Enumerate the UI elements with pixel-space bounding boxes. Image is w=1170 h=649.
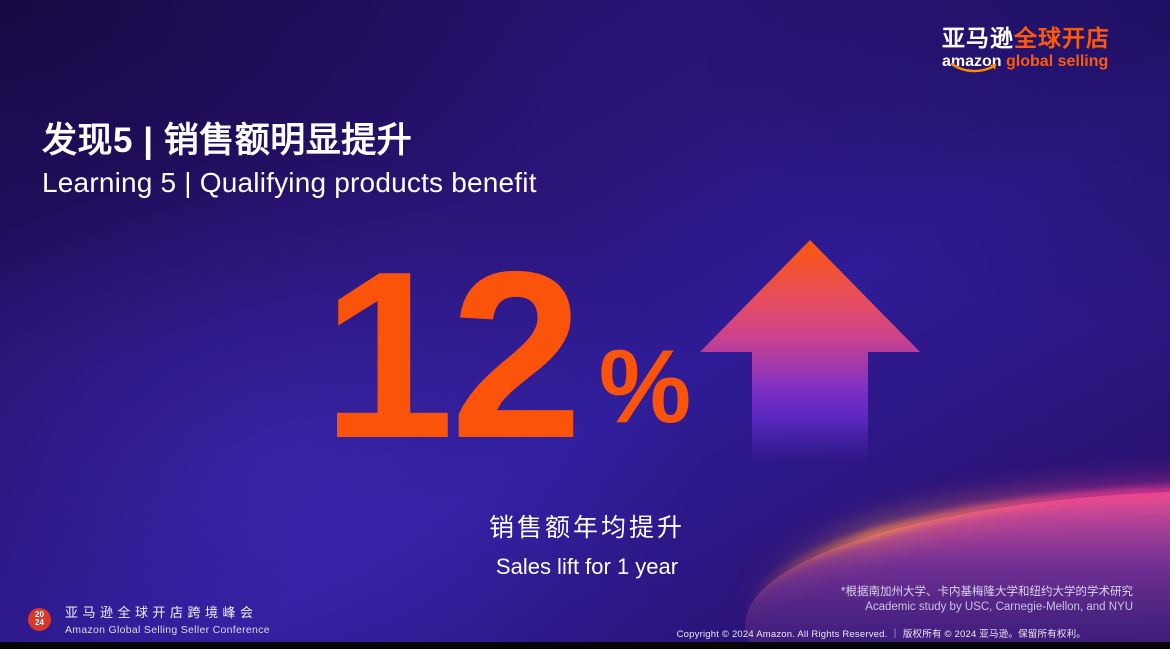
brand-logo-en: amazon global selling — [942, 53, 1110, 73]
stat-value: 12 — [322, 223, 583, 489]
conference-lockup: 20 24 亚马逊全球开店跨境峰会 Amazon Global Selling … — [28, 602, 270, 636]
brand-cn-orange: 全球开店 — [1014, 25, 1110, 51]
amazon-smile-arrow-icon — [950, 62, 997, 73]
conference-text: 亚马逊全球开店跨境峰会 Amazon Global Selling Seller… — [65, 602, 270, 636]
footnote-cn: *根据南加州大学、卡内基梅隆大学和纽约大学的学术研究 — [841, 586, 1133, 598]
brand-logo-cn: 亚马逊全球开店 — [942, 25, 1110, 51]
conference-name-cn: 亚马逊全球开店跨境峰会 — [65, 605, 258, 620]
brand-cn-white: 亚马逊 — [942, 25, 1014, 51]
stat-caption-cn: 销售额年均提升 — [488, 514, 685, 542]
footnote: *根据南加州大学、卡内基梅隆大学和纽约大学的学术研究 Academic stud… — [841, 585, 1133, 615]
seal-line1: 20 — [35, 610, 44, 619]
slide-title-cn: 发现5 | 销售额明显提升 — [42, 121, 413, 160]
global-selling-text: global selling — [1006, 53, 1109, 70]
amazon-wordmark: amazon — [942, 53, 1002, 73]
seal-line2: 24 — [35, 618, 44, 627]
stat-caption-en: Sales lift for 1 year — [495, 554, 679, 579]
copyright-text: Copyright © 2024 Amazon. All Rights Rese… — [676, 629, 1086, 640]
stat-percent-sign: % — [598, 329, 692, 446]
up-arrow-graphic — [700, 240, 920, 464]
stat-group: 12 % — [322, 223, 692, 489]
conference-seal-logo: 20 24 — [28, 607, 51, 631]
slide-title-en: Learning 5 | Qualifying products benefit — [42, 167, 537, 198]
brand-logo: 亚马逊全球开店 amazon global selling — [942, 25, 1110, 73]
footnote-en: Academic study by USC, Carnegie-Mellon, … — [865, 601, 1133, 613]
conference-name-en: Amazon Global Selling Seller Conference — [65, 624, 270, 636]
bottom-black-strip — [0, 642, 1170, 649]
